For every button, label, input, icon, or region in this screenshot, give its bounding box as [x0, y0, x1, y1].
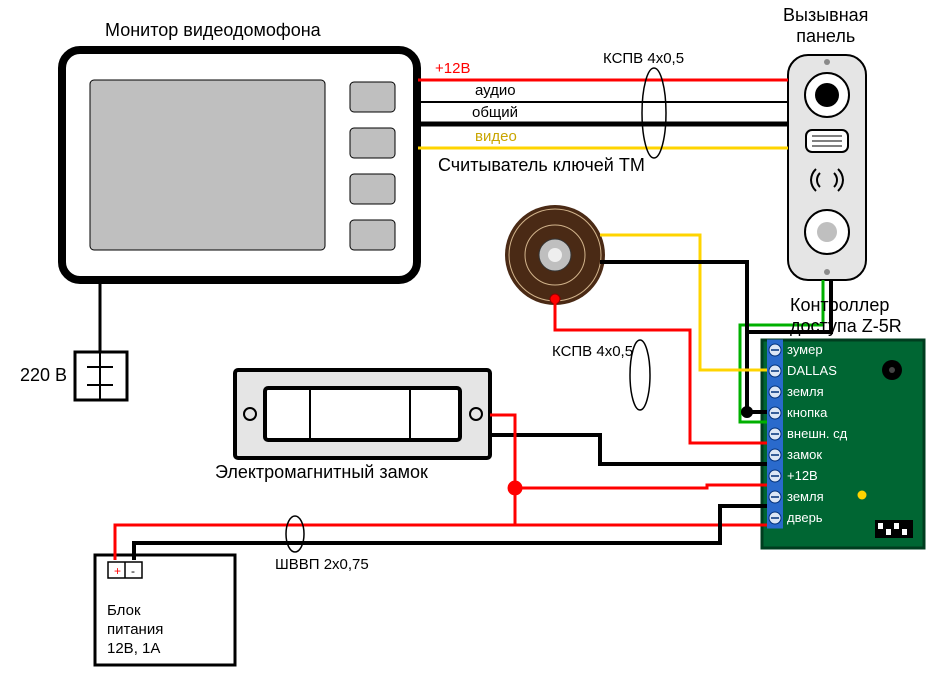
wire-reader-led [555, 303, 767, 443]
cable-top-label: КСПВ 4х0,5 [603, 50, 684, 67]
reader-title: Считыватель ключей ТМ [438, 155, 645, 176]
em-lock-device [235, 370, 490, 458]
wire-video-label: видео [475, 128, 517, 145]
mains-connector [75, 280, 127, 400]
wire-lock-12v [490, 415, 767, 525]
call-panel-device [788, 55, 866, 280]
cable-bundle-low-icon [286, 516, 304, 552]
monitor-device [62, 50, 417, 280]
svg-text:+: + [114, 564, 121, 578]
psu-text: Блок питания 12В, 1А [107, 602, 163, 658]
controller-terminal-7: земля [787, 489, 824, 504]
controller-terminal-2: земля [787, 384, 824, 399]
cable-mid-label: КСПВ 4х0,5 [552, 343, 633, 360]
call-panel-title: Вызывная панель [783, 5, 868, 47]
svg-text:-: - [131, 564, 135, 578]
controller-title: Контроллер доступа Z-5R [790, 295, 902, 337]
controller-terminal-3: кнопка [787, 405, 827, 420]
wire-psu-minus [134, 506, 767, 560]
wire-common-label: общий [472, 104, 518, 121]
controller-terminal-4: внешн. сд [787, 426, 847, 441]
mains-label: 220 В [20, 365, 67, 386]
wire-reader-gnd [600, 262, 747, 332]
controller-terminal-6: +12В [787, 468, 818, 483]
controller-terminal-0: зумер [787, 342, 823, 357]
wire-12v-label: +12В [435, 60, 470, 77]
wire-audio-label: аудио [475, 82, 516, 99]
lock-title: Электромагнитный замок [215, 462, 428, 483]
controller-terminal-8: дверь [787, 510, 823, 525]
tm-reader-device [505, 205, 605, 305]
cable-low-label: ШВВП 2х0,75 [275, 556, 369, 573]
monitor-title: Монитор видеодомофона [105, 20, 321, 41]
controller-terminal-1: DALLAS [787, 363, 837, 378]
controller-terminal-5: замок [787, 447, 822, 462]
wire-lock-ctrl [490, 435, 767, 464]
wire-ctrl-12v [515, 485, 767, 488]
